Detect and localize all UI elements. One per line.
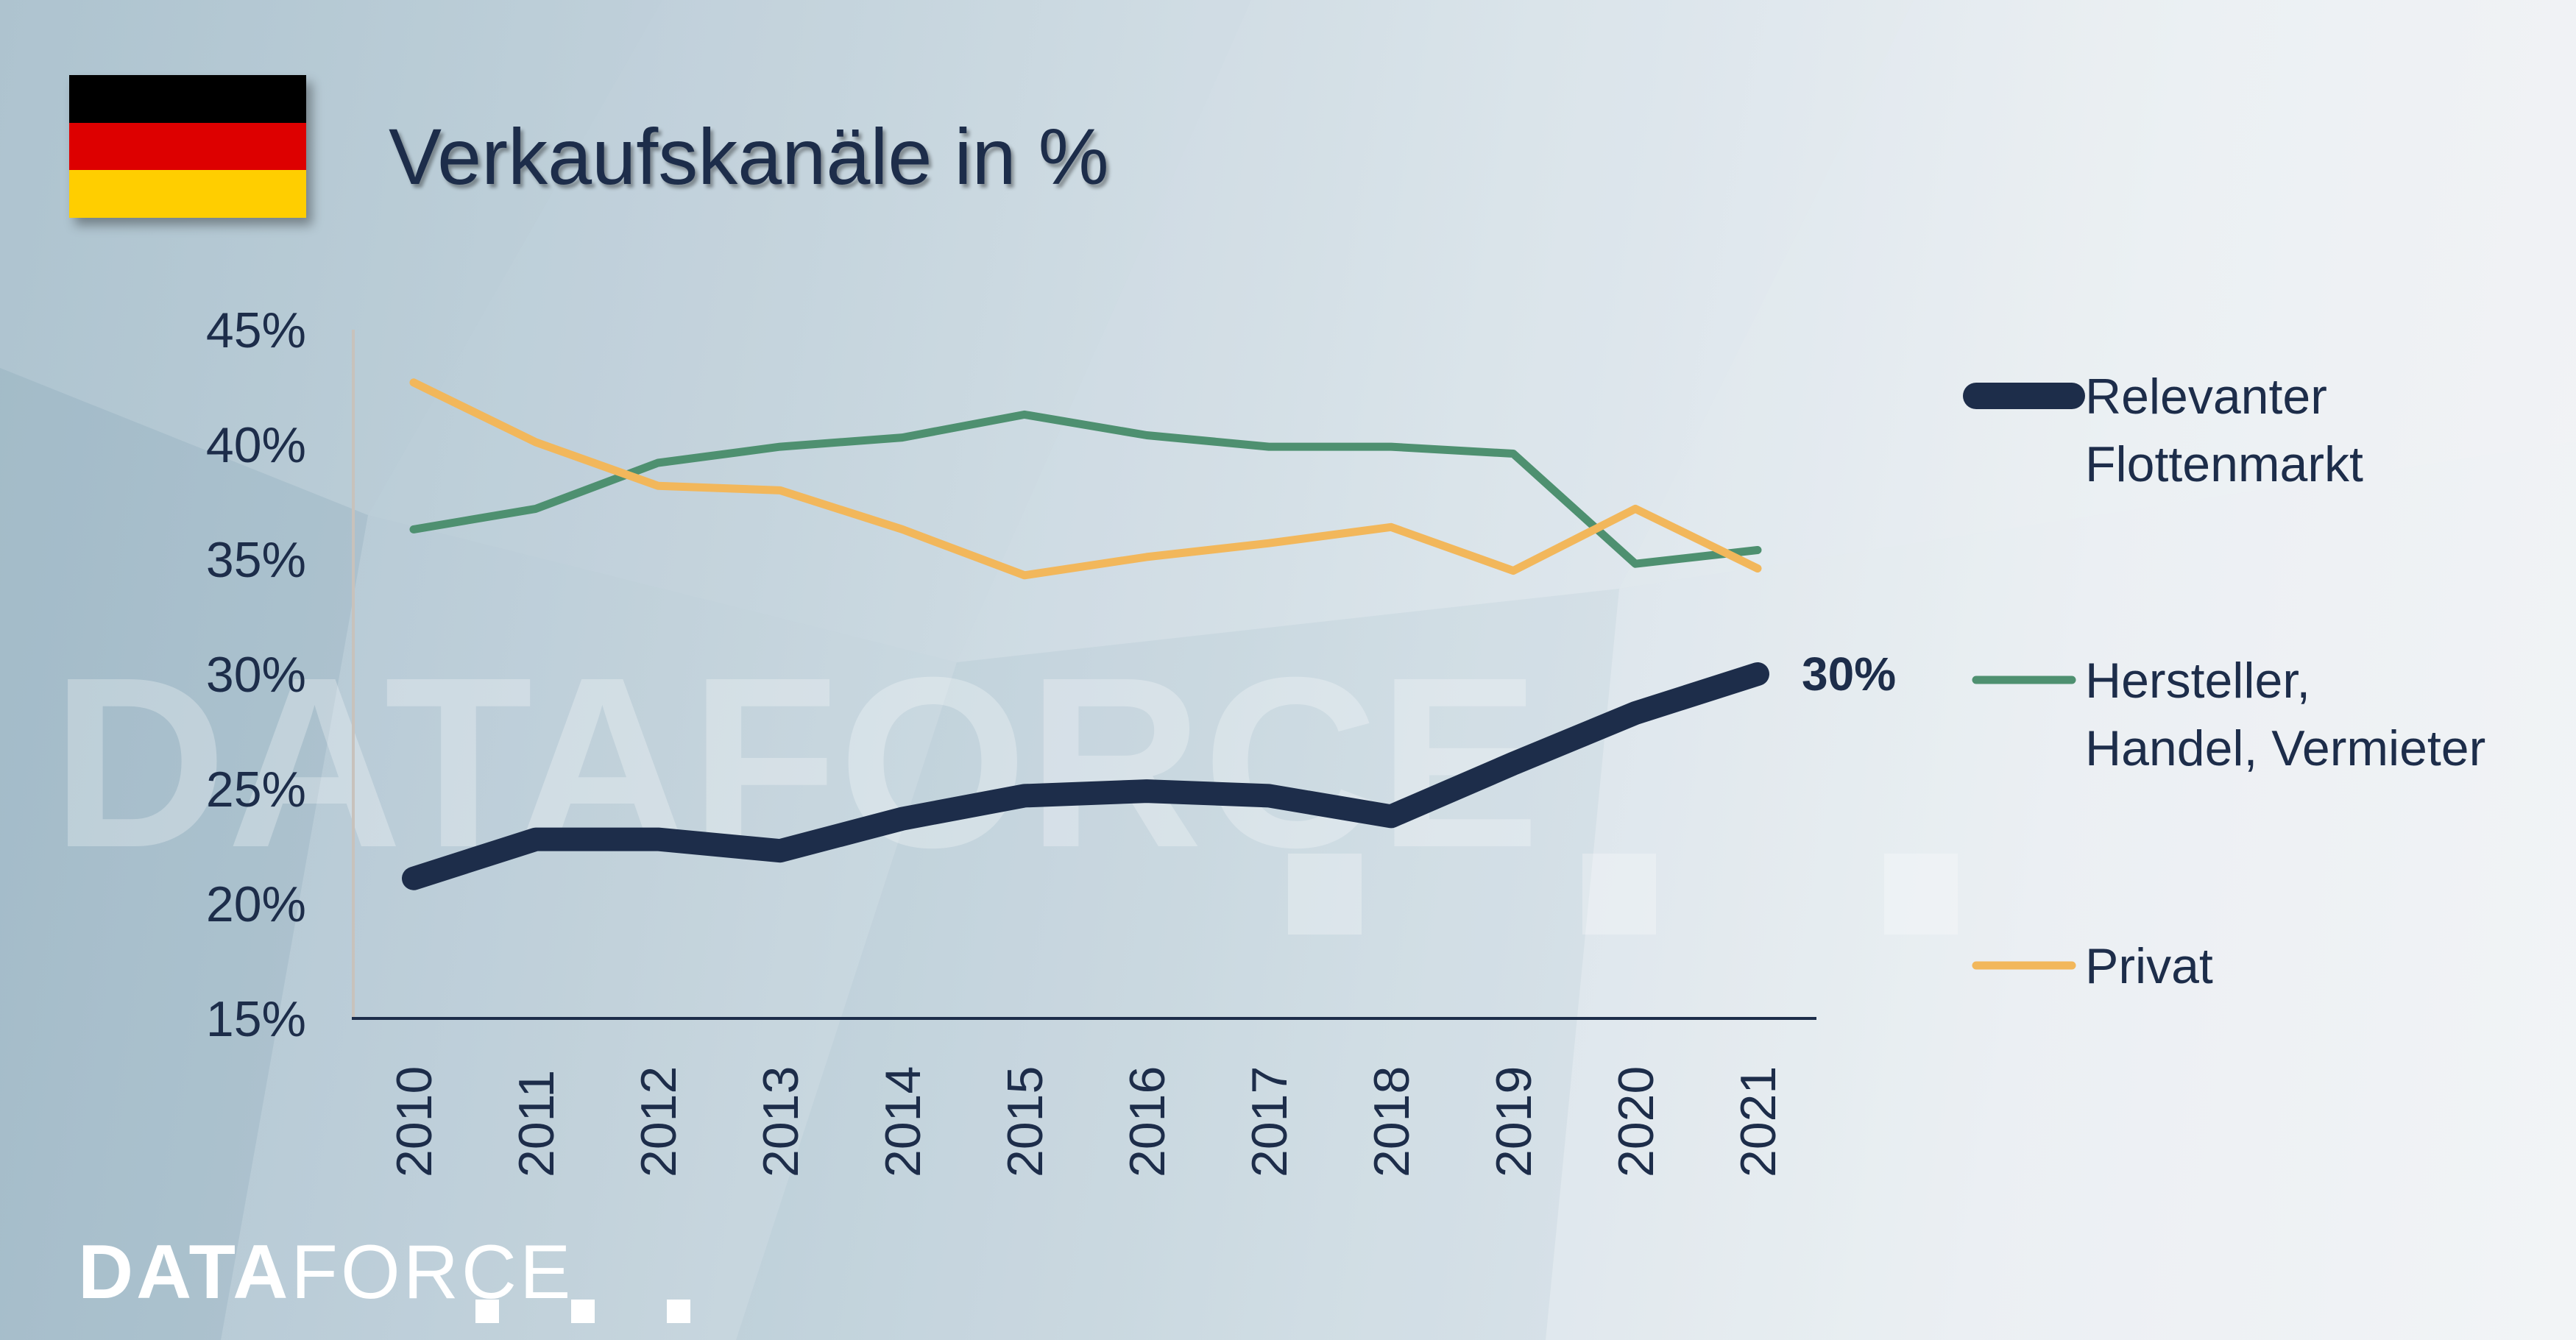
- x-tick-label: 2010: [386, 1066, 442, 1177]
- x-tick-label: 2013: [753, 1066, 809, 1177]
- x-tick-label: 2016: [1119, 1066, 1175, 1177]
- x-tick-label: 2018: [1364, 1066, 1420, 1177]
- logo-dot: [571, 1300, 595, 1323]
- legend: Relevanter Flottenmarkt Hersteller, Handel,…: [1963, 369, 2485, 994]
- y-tick-label: 35%: [206, 532, 306, 588]
- logo-dot: [667, 1300, 690, 1323]
- legend-label: Hersteller,: [2085, 653, 2310, 709]
- germany-flag-icon: [69, 75, 306, 219]
- legend-label: Privat: [2085, 938, 2213, 994]
- logo-text-light: FORCE: [291, 1230, 574, 1315]
- series-lines: 30%: [402, 378, 1896, 890]
- legend-label: Flottenmarkt: [2085, 436, 2363, 492]
- logo-text-bold: DATA: [78, 1230, 291, 1315]
- page-title: Verkaufskanäle in %: [389, 112, 1109, 201]
- flag-stripe-gold: [69, 170, 306, 219]
- x-tick-label: 2017: [1242, 1066, 1298, 1177]
- y-tick-label: 20%: [206, 876, 306, 932]
- legend-label: Relevanter: [2085, 369, 2327, 425]
- x-tick-label: 2011: [509, 1070, 565, 1177]
- flag-stripe-red: [69, 122, 306, 171]
- watermark-dots: [1288, 854, 1958, 935]
- x-tick-label: 2012: [631, 1066, 687, 1177]
- x-tick-label: 2020: [1608, 1066, 1664, 1177]
- y-tick-label: 25%: [206, 762, 306, 818]
- x-tick-label: 2015: [997, 1066, 1053, 1177]
- flag-stripe-black: [69, 75, 306, 123]
- series-line: [402, 662, 1769, 890]
- y-tick-label: 40%: [206, 417, 306, 473]
- series-line: [409, 410, 1762, 568]
- x-tick-label: 2021: [1730, 1066, 1786, 1177]
- logo-text: DATAFORCE: [78, 1229, 573, 1316]
- dataforce-logo: DATAFORCE: [78, 1229, 690, 1323]
- series-line: [409, 378, 1762, 580]
- x-tick-label: 2019: [1486, 1066, 1542, 1177]
- y-tick-label: 15%: [206, 991, 306, 1047]
- x-axis-ticks: 2010 2011 2012 2013 2014 2015 2016 2017 2018 2019…: [386, 1066, 1786, 1177]
- x-tick-label: 2014: [875, 1066, 931, 1177]
- y-axis-ticks: 45% 40% 35% 30% 25% 20% 15%: [206, 302, 306, 1047]
- end-value-label: 30%: [1802, 648, 1896, 701]
- legend-label: Handel, Vermieter: [2085, 720, 2485, 776]
- logo-dot: [475, 1300, 499, 1323]
- y-tick-label: 45%: [206, 302, 306, 358]
- y-tick-label: 30%: [206, 647, 306, 703]
